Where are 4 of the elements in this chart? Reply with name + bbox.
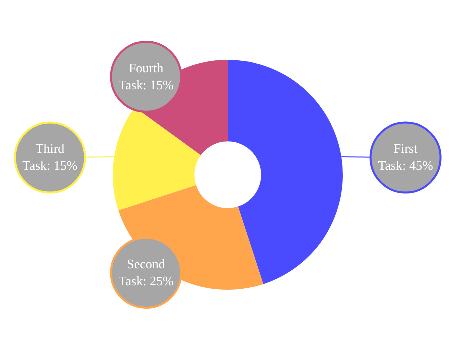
slice-label: Second Task: 25%: [118, 256, 174, 288]
slice-label: Fourth Task: 15%: [118, 60, 174, 92]
slice-label: First Task: 45%: [378, 141, 434, 174]
slice-label: Third Task: 15%: [22, 141, 78, 174]
